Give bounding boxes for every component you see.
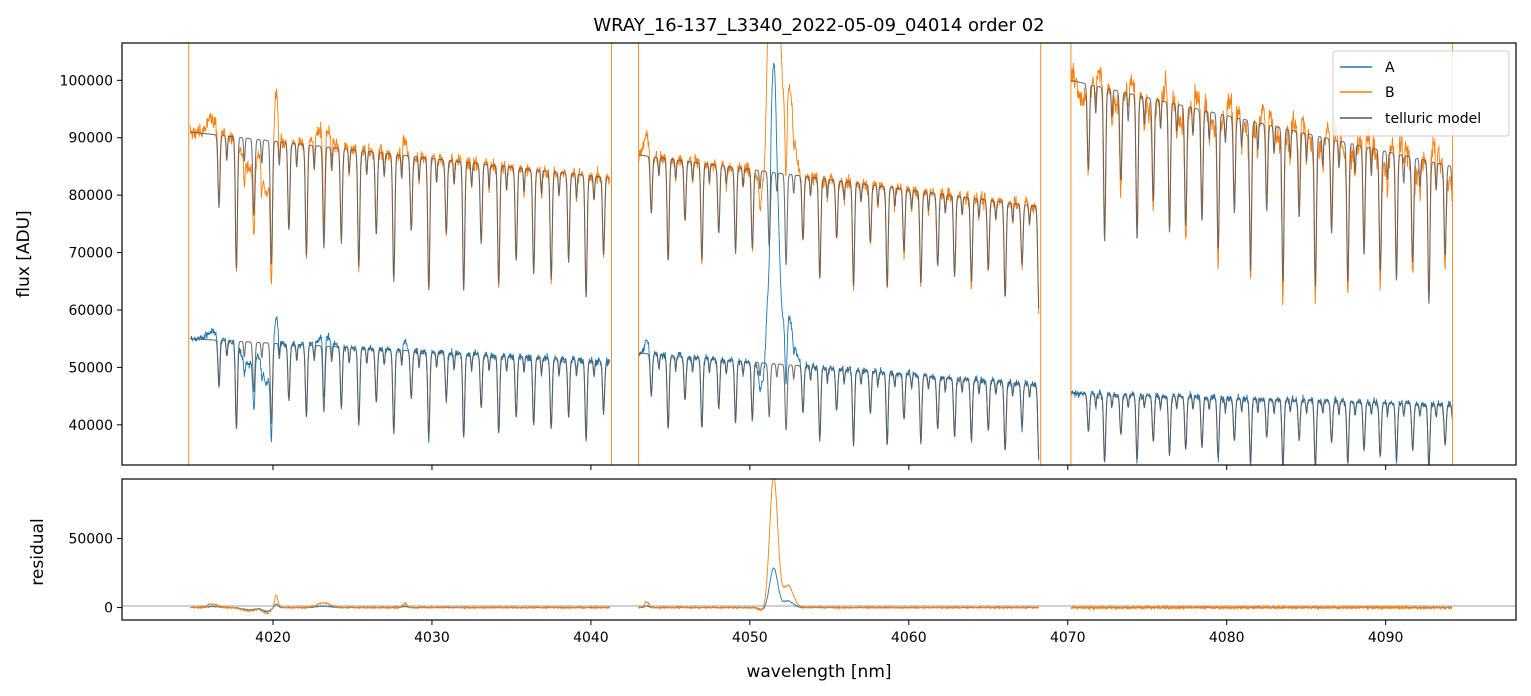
x-tick-label: 4020 <box>255 630 291 646</box>
x-tick-label: 4040 <box>573 630 609 646</box>
y-tick-label: 40000 <box>68 418 113 434</box>
x-axis-label: wavelength [nm] <box>746 662 891 682</box>
telluric-model-line <box>1070 392 1453 465</box>
telluric-model-line <box>190 131 610 298</box>
residual-y-axis-label: residual <box>28 518 48 585</box>
x-tick-label: 4030 <box>414 630 450 646</box>
legend: A B telluric model <box>1332 50 1510 137</box>
legend-label-b: B <box>1385 85 1395 101</box>
residual-b-line <box>1070 604 1453 612</box>
x-tick-label: 4050 <box>732 630 768 646</box>
telluric-model-line <box>1070 79 1453 304</box>
y-tick-label: 70000 <box>68 246 113 262</box>
telluric-model-line <box>638 352 1040 459</box>
x-tick-label: 4070 <box>1050 630 1086 646</box>
series-b-line <box>189 88 611 298</box>
main-panel: 40000 50000 60000 70000 80000 90000 100000 <box>60 42 1517 470</box>
residual-panel: 0 50000 4020 4030 4040 4050 4060 4070 4080 4090 <box>68 478 1517 646</box>
residual-axes-frame <box>121 478 1517 621</box>
y-tick-label: 90000 <box>68 131 113 147</box>
y-tick-label: 60000 <box>68 303 113 319</box>
residual-b-line <box>190 593 611 616</box>
legend-label-telluric: telluric model <box>1385 111 1481 127</box>
main-axes-frame <box>121 42 1517 466</box>
x-tick-label: 4090 <box>1368 630 1404 646</box>
chart-title: WRAY_16-137_L3340_2022-05-09_04014 order… <box>593 15 1044 36</box>
y-tick-label: 50000 <box>68 360 113 376</box>
residual-y-tick-label: 0 <box>104 601 113 617</box>
legend-label-a: A <box>1385 60 1395 76</box>
telluric-model-line <box>190 338 610 440</box>
y-tick-label: 80000 <box>68 188 113 204</box>
y-tick-label: 100000 <box>60 73 113 89</box>
residual-y-tick-label: 50000 <box>68 531 113 547</box>
x-tick-label: 4060 <box>891 630 927 646</box>
residual-b-line <box>638 479 1040 613</box>
x-tick-label: 4080 <box>1209 630 1245 646</box>
y-axis-label: flux [ADU] <box>14 210 34 297</box>
telluric-model-line <box>638 154 1040 309</box>
